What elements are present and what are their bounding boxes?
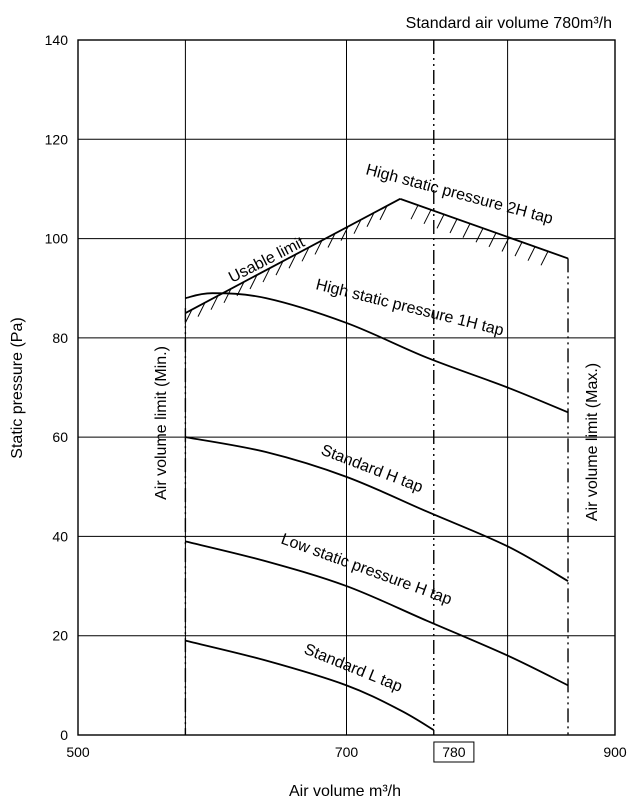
hatch-usable-1 xyxy=(197,302,206,317)
x-axis-title: Air volume m³/h xyxy=(289,783,401,800)
y-tick-140: 140 xyxy=(45,32,69,48)
y-tick-80: 80 xyxy=(52,330,68,346)
hatch-usable-9 xyxy=(301,247,310,262)
hatch-2h-10 xyxy=(540,251,549,266)
y-tick-100: 100 xyxy=(45,231,69,247)
curve-series-3 xyxy=(185,436,569,582)
hatch-usable-5 xyxy=(249,274,258,290)
hatch-2h-7 xyxy=(501,237,510,252)
hatch-2h-5 xyxy=(475,228,484,243)
hatch-2h-9 xyxy=(527,246,536,261)
x-tick-700: 700 xyxy=(335,744,359,760)
hatch-usable-3 xyxy=(223,288,232,304)
tick-labels: 0 20 40 60 80 100 120 140 500 700 780 900 xyxy=(45,32,627,760)
label-2h-tap: High static pressure 2H tap xyxy=(364,161,555,227)
label-usable-limit: Usable limit xyxy=(226,234,308,287)
standard-volume-tick-box xyxy=(433,741,475,763)
max-limit-label: Air volume limit (Max.) xyxy=(584,363,601,521)
y-axis-title: Static pressure (Pa) xyxy=(9,317,26,458)
x-tick-900: 900 xyxy=(603,744,627,760)
label-low-static-h-tap: Low static pressure H tap xyxy=(279,531,455,609)
hatch-2h-2 xyxy=(436,214,445,229)
hatch-2h-4 xyxy=(462,223,471,238)
hatch-2h-0 xyxy=(410,204,419,220)
label-standard-h-tap: Standard H tap xyxy=(319,442,426,496)
hatch-usable-14 xyxy=(366,212,375,228)
chart-title: Standard air volume 780m³/h xyxy=(406,15,612,32)
y-tick-60: 60 xyxy=(52,429,68,445)
label-1h-tap: High static pressure 1H tap xyxy=(314,276,505,339)
curve-series-5 xyxy=(185,639,435,731)
min-limit-label: Air volume limit (Min.) xyxy=(153,346,170,500)
hatch-usable-6 xyxy=(262,267,271,283)
hatch-2h-3 xyxy=(449,218,458,234)
curves xyxy=(184,198,569,731)
hatch-2h-1 xyxy=(423,209,432,225)
curve-series-0 xyxy=(399,198,569,260)
curve-series-4 xyxy=(185,540,569,687)
hatch-usable-11 xyxy=(327,233,336,248)
hatch-2h-8 xyxy=(514,241,523,257)
hatch-usable-10 xyxy=(314,240,323,255)
x-tick-500: 500 xyxy=(66,744,90,760)
hatch-usable-12 xyxy=(340,226,349,241)
hatch-usable-13 xyxy=(353,219,362,234)
x-tick-780: 780 xyxy=(442,744,466,760)
hatch-usable-7 xyxy=(275,260,284,276)
hatch-usable-0 xyxy=(184,309,193,324)
y-tick-20: 20 xyxy=(52,628,68,644)
y-tick-40: 40 xyxy=(52,528,68,544)
curve-series-2 xyxy=(185,292,569,414)
hatch-2h-6 xyxy=(488,232,497,248)
y-tick-120: 120 xyxy=(45,131,69,147)
y-tick-0: 0 xyxy=(60,727,68,743)
hatch-usable-2 xyxy=(210,295,219,310)
hatch-usable-8 xyxy=(288,254,297,269)
hatch-usable-15 xyxy=(379,205,388,221)
reference-lines xyxy=(184,40,569,735)
